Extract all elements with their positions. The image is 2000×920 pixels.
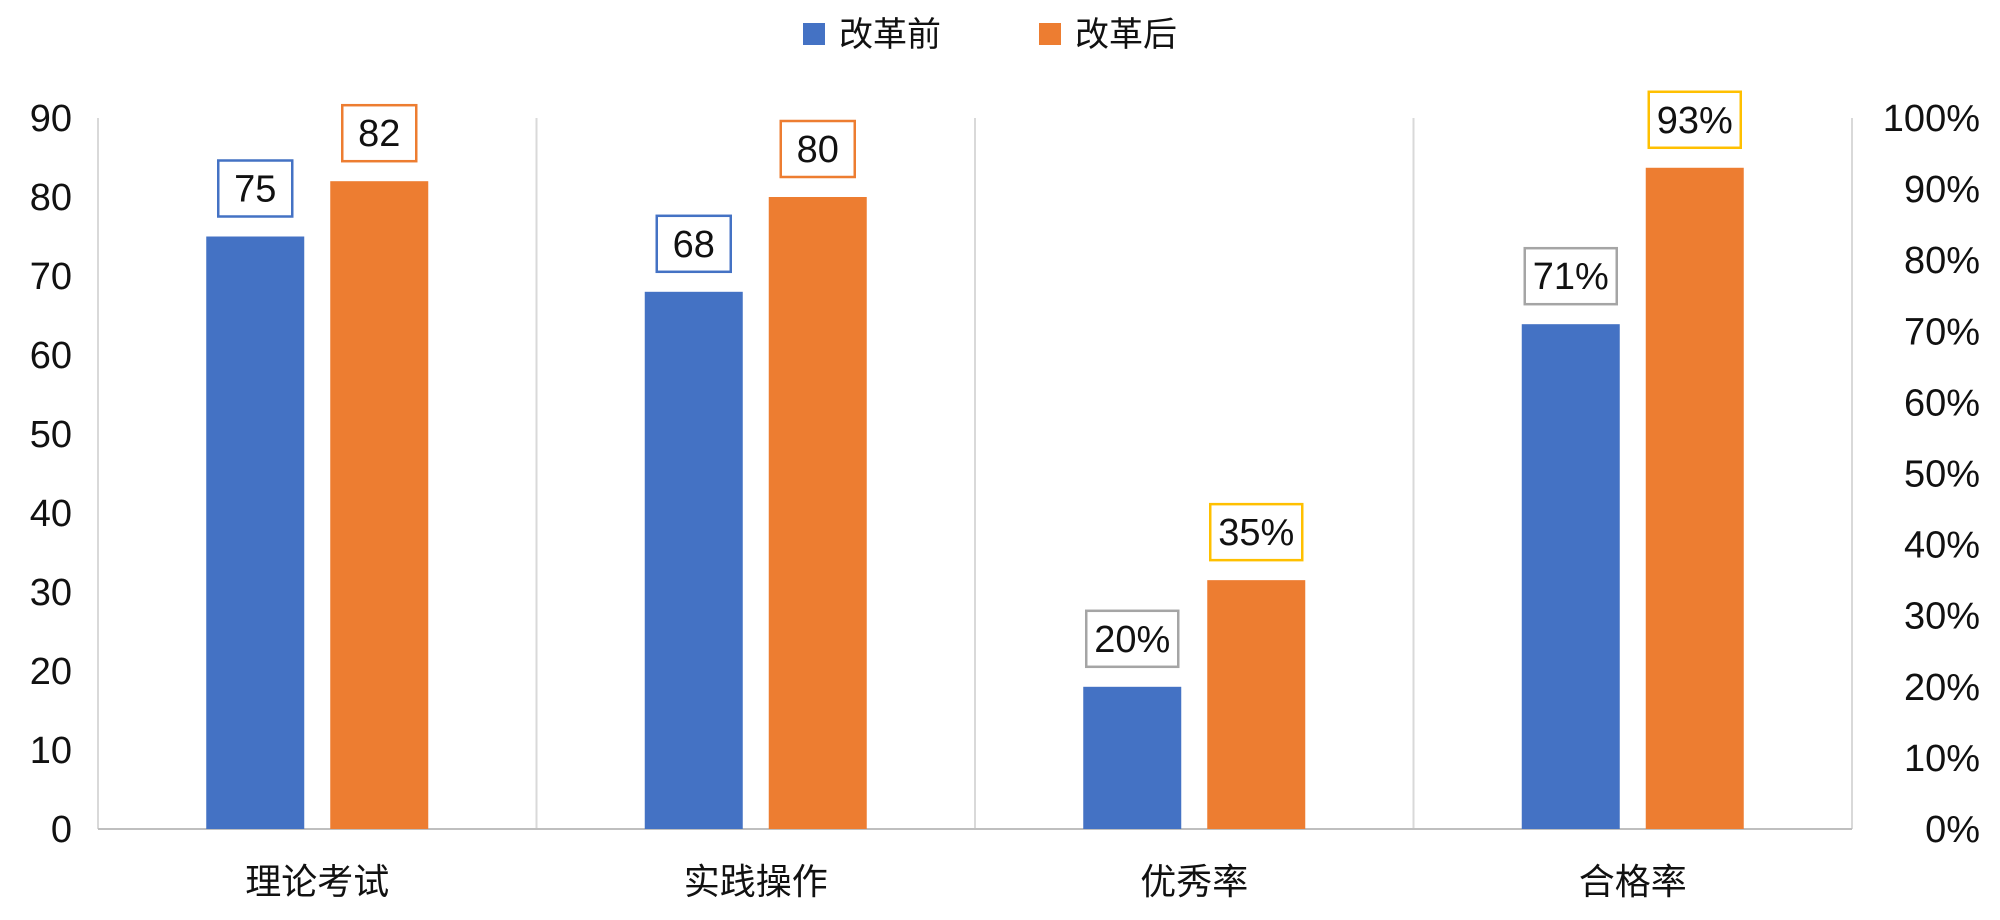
y-left-tick-label: 10 xyxy=(30,730,72,772)
y-right-tick-label: 90% xyxy=(1904,169,1980,211)
y-left-tick-label: 50 xyxy=(30,414,72,456)
bar-before xyxy=(644,291,743,829)
bar-before xyxy=(1521,324,1620,829)
y-right-tick-label: 80% xyxy=(1904,240,1980,282)
data-label-box xyxy=(655,214,732,274)
y-left-tick-label: 60 xyxy=(30,335,72,377)
bar-after xyxy=(1207,580,1306,829)
bar-before xyxy=(206,236,305,829)
bar-after xyxy=(768,197,867,829)
y-left-tick-label: 40 xyxy=(30,493,72,535)
data-label-box xyxy=(779,119,856,179)
y-left-tick-label: 20 xyxy=(30,651,72,693)
data-label-box xyxy=(1523,246,1618,306)
y-right-tick-label: 0% xyxy=(1925,809,1980,851)
y-right-tick-label: 10% xyxy=(1904,738,1980,780)
legend-swatch-before xyxy=(803,23,825,45)
data-label: 71% xyxy=(1533,256,1609,298)
y-left-tick-label: 70 xyxy=(30,256,72,298)
data-label: 75 xyxy=(234,169,276,211)
bar-after xyxy=(1645,167,1744,829)
y-right-tick-label: 30% xyxy=(1904,596,1980,638)
legend-swatch-after xyxy=(1039,23,1061,45)
y-left-tick-label: 90 xyxy=(30,98,72,140)
x-category-label: 理论考试 xyxy=(245,862,389,903)
x-category-label: 实践操作 xyxy=(684,862,828,903)
data-label: 20% xyxy=(1094,619,1170,661)
y-right-tick-label: 60% xyxy=(1904,382,1980,424)
y-right-tick-label: 100% xyxy=(1883,98,1980,140)
data-label-box xyxy=(1209,502,1304,562)
bar-after xyxy=(330,181,429,829)
y-left-tick-label: 80 xyxy=(30,177,72,219)
y-right-tick-label: 50% xyxy=(1904,454,1980,496)
x-category-label: 优秀率 xyxy=(1140,862,1248,903)
data-label: 82 xyxy=(358,113,400,155)
bar-before xyxy=(1083,686,1182,829)
data-label: 80 xyxy=(797,129,839,171)
data-label: 68 xyxy=(673,224,715,266)
y-right-tick-label: 20% xyxy=(1904,667,1980,709)
data-label-box xyxy=(1085,609,1180,669)
data-label-box xyxy=(217,159,294,218)
y-right-tick-label: 40% xyxy=(1904,525,1980,567)
legend-label: 改革后 xyxy=(1075,15,1177,55)
y-left-tick-label: 0 xyxy=(51,809,72,851)
data-label: 35% xyxy=(1218,512,1294,554)
legend-label: 改革前 xyxy=(839,15,941,55)
data-label-box xyxy=(341,103,418,163)
data-label-box xyxy=(1647,90,1742,150)
data-label: 93% xyxy=(1657,100,1733,142)
y-left-tick-label: 30 xyxy=(30,572,72,614)
y-right-tick-label: 70% xyxy=(1904,311,1980,353)
x-category-label: 合格率 xyxy=(1579,862,1687,903)
